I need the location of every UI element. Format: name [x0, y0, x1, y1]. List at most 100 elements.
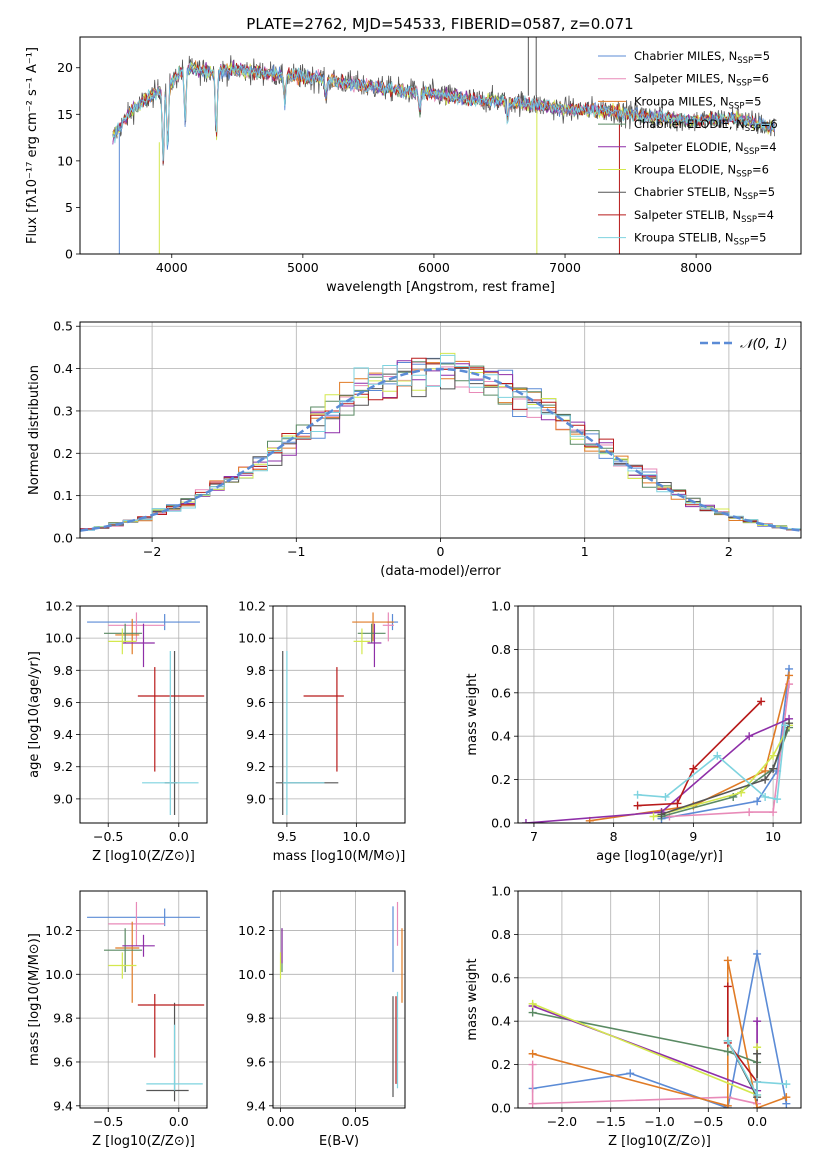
- panel-mass-vs-Z: −0.5 0.0 9.4 9.6 9.8 10.0 10.2 Z [log10(Z/Z⊙)] m…: [27, 890, 208, 1149]
- x-tick-label: 0: [437, 544, 445, 559]
- data-point: [649, 812, 658, 821]
- y-tick-label: 10.2: [238, 599, 266, 614]
- data-point: [753, 1017, 762, 1026]
- data-point: [723, 1036, 732, 1045]
- data-point: [753, 1077, 762, 1086]
- x-tick-label: 4000: [156, 260, 188, 275]
- data-point: [723, 982, 732, 991]
- data-point: [782, 1093, 791, 1102]
- data-point: [769, 751, 778, 760]
- y-tick-label: 10.0: [45, 967, 73, 982]
- axes-border: [272, 605, 406, 824]
- y-axis-label: mass weight: [465, 673, 480, 755]
- y-tick-label: 10.2: [238, 923, 266, 938]
- y-tick-label: 0.0: [491, 816, 511, 831]
- y-tick-label: 0.6: [491, 685, 511, 700]
- y-tick-label: 0.4: [53, 361, 73, 376]
- x-tick-label: 5000: [287, 260, 319, 275]
- plot-area: [273, 891, 405, 1108]
- data-point: [723, 1047, 732, 1056]
- y-tick-label: 10.2: [45, 599, 73, 614]
- data-point: [753, 797, 762, 806]
- x-tick-label: 1: [581, 544, 589, 559]
- legend-label: Chabrier ELODIE, NSSP=6: [634, 117, 778, 134]
- spectrum-line-kroupa-stelib: [112, 61, 775, 161]
- gridlines: [80, 891, 207, 1108]
- data-layer: [275, 612, 399, 815]
- y-tick-label: 0.2: [53, 446, 73, 461]
- y-tick-label: 0.5: [53, 319, 73, 334]
- y-tick-label: 9.2: [53, 759, 73, 774]
- axes-border: [272, 890, 406, 1109]
- axes-border: [79, 321, 802, 539]
- data-point: [633, 790, 642, 799]
- data-layer: [87, 901, 205, 1102]
- y-tick-label: 9.4: [53, 727, 73, 742]
- x-tick-label: 0.0: [169, 829, 189, 844]
- y-tick-label: 9.8: [246, 663, 266, 678]
- legend-label: Salpeter ELODIE, NSSP=4: [634, 140, 777, 157]
- x-axis-label: Z [log10(Z/Z⊙)]: [608, 1134, 711, 1149]
- x-tick-label: −1.5: [596, 1114, 626, 1129]
- data-layer: [112, 37, 775, 254]
- y-axis-label: mass [log10(M/M⊙)]: [27, 933, 42, 1066]
- legend-label: Chabrier STELIB, NSSP=5: [634, 185, 775, 202]
- legend-label: Chabrier MILES, NSSP=5: [634, 49, 770, 66]
- y-tick-label: 20: [57, 60, 73, 75]
- series-line-salpeter-stelib: [637, 700, 762, 807]
- x-axis-label: E(B-V): [319, 1134, 359, 1149]
- y-tick-label: 0.8: [491, 927, 511, 942]
- axes-frame: −2.0 −1.5 −1.0 −0.5 0.0 0.0 0.2 0.4 0.6 0.8 1.0 Z […: [465, 884, 802, 1149]
- data-point: [753, 1104, 762, 1108]
- panel-massweight-vs-Z: −2.0 −1.5 −1.0 −0.5 0.0 0.0 0.2 0.4 0.6 0.8 1.0 Z […: [465, 884, 802, 1149]
- y-tick-label: 9.4: [246, 727, 266, 742]
- axes-frame: −0.5 0.0 9.4 9.6 9.8 10.0 10.2 Z [log10(Z/Z⊙)] m…: [27, 890, 208, 1149]
- data-point: [673, 799, 682, 808]
- series-line-chabrier-stelib: [661, 722, 790, 816]
- y-axis-label: Flux [fλ10⁻¹⁷ erg cm⁻² s⁻¹ A⁻¹]: [25, 47, 40, 244]
- legend-label: Kroupa MILES, NSSP=5: [634, 94, 761, 111]
- data-point: [785, 671, 794, 680]
- x-tick-label: 10.0: [342, 829, 370, 844]
- legend-label: 𝒩(0, 1): [740, 337, 787, 352]
- gridlines: [80, 605, 207, 823]
- data-layer: [279, 901, 403, 1098]
- data-point: [761, 775, 770, 784]
- data-point: [769, 808, 778, 817]
- data-point: [745, 732, 754, 741]
- x-tick-label: −0.5: [93, 1114, 123, 1129]
- x-axis-label: (data-model)/error: [380, 564, 501, 579]
- y-tick-label: 0.3: [53, 403, 73, 418]
- x-tick-label: 9: [689, 829, 697, 844]
- y-tick-label: 10.2: [45, 923, 73, 938]
- axes-frame: 0.00 0.05 9.4 9.6 9.8 10.0 10.2 E(B-V): [238, 890, 406, 1149]
- legend-label: Kroupa STELIB, NSSP=5: [634, 231, 766, 248]
- data-point: [723, 1101, 732, 1108]
- data-point: [528, 1060, 537, 1069]
- data-point: [761, 792, 770, 801]
- data-layer: [87, 612, 205, 815]
- y-tick-label: 0.2: [491, 772, 511, 787]
- y-tick-label: 10.0: [45, 631, 73, 646]
- data-point: [528, 1049, 537, 1058]
- data-point: [528, 1099, 537, 1108]
- panel-spectrum: 4000 5000 6000 7000 8000 0 5 10 15 20 wavelength […: [25, 36, 802, 295]
- axes-frame: 7 8 9 10 0.0 0.2 0.4 0.6 0.8 1.0 age [log10(age/yr…: [465, 599, 802, 864]
- data-point: [713, 751, 722, 760]
- data-point: [782, 1080, 791, 1089]
- y-tick-label: 9.6: [53, 1054, 73, 1069]
- data-point: [528, 999, 537, 1008]
- plot-area: [273, 606, 405, 823]
- y-tick-label: 0: [65, 247, 73, 262]
- y-tick-label: 5: [65, 200, 73, 215]
- legend: 𝒩(0, 1): [700, 337, 787, 352]
- x-tick-label: 10: [765, 829, 781, 844]
- series-line-kroupa-stelib: [727, 1040, 787, 1096]
- y-tick-label: 9.0: [53, 791, 73, 806]
- gridlines: [273, 891, 405, 1108]
- x-tick-label: 0.05: [342, 1114, 370, 1129]
- y-tick-label: 15: [57, 107, 73, 122]
- y-tick-label: 9.8: [53, 663, 73, 678]
- x-tick-label: 0.0: [747, 1114, 767, 1129]
